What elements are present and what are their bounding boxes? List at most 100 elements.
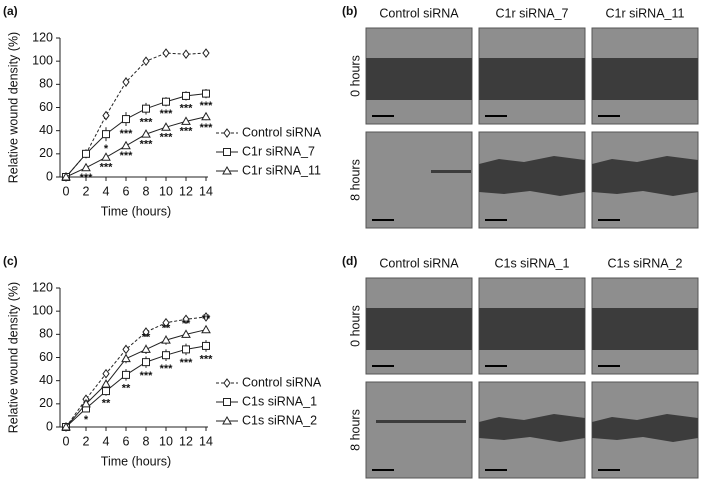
marker xyxy=(122,370,130,379)
marker xyxy=(102,368,110,379)
y-tick-label: 100 xyxy=(32,53,53,67)
marker xyxy=(61,421,71,431)
wound-area xyxy=(366,58,472,100)
wound-area xyxy=(479,156,585,196)
wound-area xyxy=(376,420,466,423)
y-tick-label: 80 xyxy=(39,77,53,91)
marker xyxy=(162,48,170,58)
significance-label: *** xyxy=(180,357,194,369)
row-label: 8 hours xyxy=(348,159,362,201)
marker xyxy=(102,130,110,139)
significance-label: * xyxy=(84,414,89,426)
marker xyxy=(182,345,190,354)
significance-label: *** xyxy=(160,363,174,375)
x-tick-label: 8 xyxy=(143,434,150,448)
marker xyxy=(181,116,191,125)
y-tick-label: 0 xyxy=(46,419,53,433)
column-header: C1r siRNA_7 xyxy=(496,6,569,20)
significance-label: *** xyxy=(140,116,154,128)
significance-label: *** xyxy=(200,122,214,134)
y-tick-label: 120 xyxy=(32,280,53,294)
marker xyxy=(122,344,130,355)
marker xyxy=(142,104,150,113)
marker xyxy=(162,351,170,360)
x-tick-label: 0 xyxy=(63,434,70,448)
y-tick-label: 40 xyxy=(39,373,53,387)
row-label: 8 hours xyxy=(348,409,362,451)
significance-label: ** xyxy=(122,383,131,395)
x-tick-label: 14 xyxy=(199,184,213,198)
column-header: C1s siRNA_2 xyxy=(607,256,682,270)
marker xyxy=(202,48,210,58)
marker xyxy=(121,353,131,363)
significance-label: *** xyxy=(180,102,194,114)
legend-marker xyxy=(223,128,231,138)
x-tick-label: 12 xyxy=(179,184,193,198)
marker xyxy=(122,77,130,87)
significance-label: ** xyxy=(182,318,191,330)
x-tick-label: 2 xyxy=(83,184,90,198)
wound-area xyxy=(592,308,698,350)
marker xyxy=(142,56,150,66)
wound-area xyxy=(431,170,471,173)
significance-label: *** xyxy=(160,108,174,120)
marker xyxy=(161,122,171,131)
marker xyxy=(202,312,210,322)
wound-area xyxy=(592,414,698,442)
column-header: C1r siRNA_11 xyxy=(606,6,685,20)
y-axis-label: Relative wound density (%) xyxy=(6,282,20,433)
x-tick-label: 6 xyxy=(123,434,130,448)
column-header: Control siRNA xyxy=(379,6,459,20)
legend-label: C1r siRNA_7 xyxy=(242,144,315,158)
significance-label: ** xyxy=(202,313,211,325)
legend-label: C1s siRNA_1 xyxy=(242,394,317,408)
micrograph xyxy=(365,381,473,479)
y-tick-label: 100 xyxy=(32,303,53,317)
marker xyxy=(182,91,190,100)
marker xyxy=(162,317,170,328)
y-tick-label: 120 xyxy=(32,30,53,44)
legend-marker xyxy=(222,165,232,175)
panel-label: (b) xyxy=(342,4,357,18)
x-tick-label: 8 xyxy=(143,184,150,198)
y-tick-label: 20 xyxy=(39,146,53,160)
series-line xyxy=(65,316,207,428)
y-tick-label: 60 xyxy=(39,350,53,364)
significance-label: ** xyxy=(142,332,151,344)
marker xyxy=(81,398,91,408)
marker xyxy=(101,379,111,388)
legend-marker xyxy=(222,415,232,425)
wound-area xyxy=(592,156,698,196)
row-label: 0 hours xyxy=(348,55,362,97)
significance-label: *** xyxy=(200,354,214,366)
legend-label: C1s siRNA_2 xyxy=(242,413,317,427)
marker xyxy=(162,97,170,106)
significance-label: *** xyxy=(120,150,134,162)
significance-label: *** xyxy=(100,162,114,174)
marker xyxy=(201,111,211,121)
micrograph xyxy=(365,131,473,229)
marker xyxy=(141,344,151,353)
x-tick-label: 0 xyxy=(63,184,70,198)
wound-area xyxy=(479,414,585,442)
significance-label: *** xyxy=(180,126,194,138)
significance-label: *** xyxy=(140,370,154,382)
x-tick-label: 4 xyxy=(103,184,110,198)
y-tick-label: 0 xyxy=(46,169,53,183)
column-header: Control siRNA xyxy=(379,256,459,270)
wound-area xyxy=(479,308,585,350)
marker xyxy=(182,314,190,325)
marker xyxy=(122,115,130,124)
significance-label: ** xyxy=(162,322,171,334)
legend-marker xyxy=(223,378,231,388)
legend-marker xyxy=(223,148,231,156)
wound-area xyxy=(366,308,472,350)
marker xyxy=(141,129,151,138)
marker xyxy=(121,140,131,150)
y-tick-label: 20 xyxy=(39,396,53,410)
marker xyxy=(81,162,91,172)
panel-label: (c) xyxy=(3,254,18,268)
significance-label: *** xyxy=(200,100,214,112)
x-tick-label: 10 xyxy=(159,434,173,448)
